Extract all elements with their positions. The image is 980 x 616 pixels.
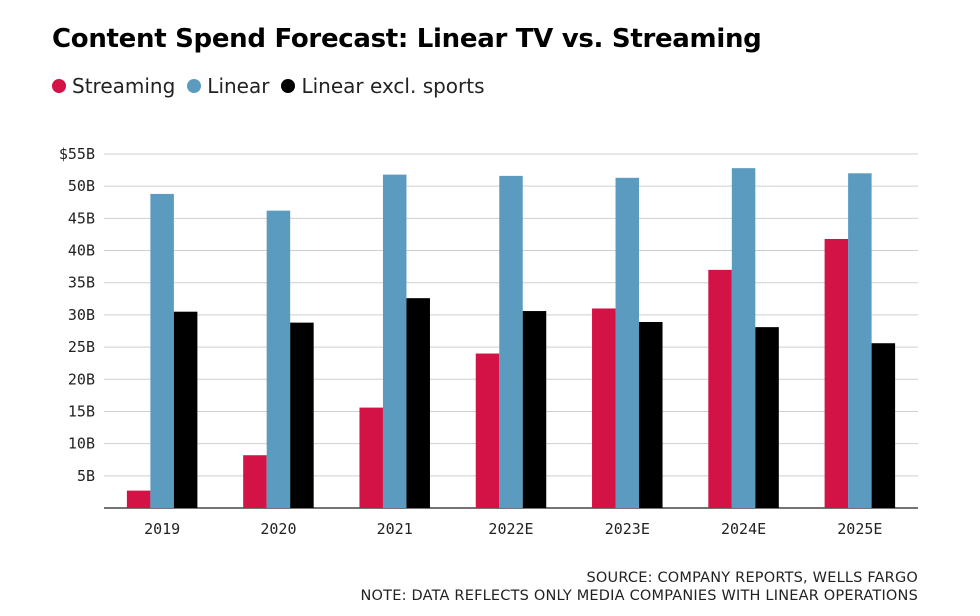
bar-streaming bbox=[708, 269, 732, 508]
bar-streaming bbox=[359, 407, 383, 508]
y-tick-label: 35B bbox=[68, 274, 95, 292]
linear-excl-sports-swatch bbox=[281, 79, 296, 93]
legend-item-streaming: Streaming bbox=[52, 74, 175, 98]
y-tick-label: 5B bbox=[77, 467, 95, 485]
bar-linear bbox=[266, 210, 291, 508]
bar-streaming bbox=[824, 238, 849, 508]
chart-title: Content Spend Forecast: Linear TV vs. St… bbox=[52, 24, 762, 54]
y-tick-label: 45B bbox=[68, 209, 95, 227]
y-tick-label: 40B bbox=[68, 242, 95, 260]
legend-label-streaming: Streaming bbox=[72, 74, 176, 98]
x-tick-label: 2019 bbox=[144, 520, 180, 538]
x-tick-label: 2020 bbox=[260, 520, 296, 538]
bar-linear-excl-sports bbox=[755, 327, 779, 508]
bar-linear bbox=[731, 168, 756, 508]
y-tick-label: 20B bbox=[68, 370, 95, 388]
x-tick-label: 2023E bbox=[605, 520, 650, 538]
legend-label-linear-excl-sports: Linear excl. sports bbox=[301, 74, 485, 98]
legend: Streaming Linear Linear excl. sports bbox=[52, 74, 485, 98]
streaming-swatch bbox=[52, 79, 66, 93]
legend-item-linear-excl-sports: Linear excl. sports bbox=[281, 74, 485, 98]
legend-item-linear: Linear bbox=[187, 74, 269, 98]
bar-linear bbox=[150, 193, 174, 508]
y-tick-label: 50B bbox=[68, 177, 95, 195]
bar-streaming bbox=[475, 353, 500, 508]
bar-linear-excl-sports bbox=[639, 321, 663, 508]
x-tick-label: 2021 bbox=[377, 520, 413, 538]
x-tick-label: 2024E bbox=[721, 520, 766, 538]
y-tick-label: $55B bbox=[59, 145, 95, 163]
bar-linear bbox=[615, 177, 640, 508]
bar-streaming bbox=[126, 490, 151, 508]
y-tick-label: 25B bbox=[68, 338, 95, 356]
bar-linear-excl-sports bbox=[173, 311, 198, 508]
y-tick-label: 10B bbox=[68, 435, 95, 453]
legend-label-linear: Linear bbox=[207, 74, 270, 98]
linear-swatch bbox=[187, 79, 202, 93]
bar-linear-excl-sports bbox=[290, 322, 314, 508]
bar-linear-excl-sports bbox=[871, 343, 896, 508]
source-note: SOURCE: COMPANY REPORTS, WELLS FARGO bbox=[586, 570, 918, 586]
bar-linear bbox=[382, 174, 407, 508]
x-tick-label: 2022E bbox=[488, 520, 533, 538]
bar-linear-excl-sports bbox=[406, 298, 430, 508]
bar-chart: 5B 10B 15B 20B 25B 30B 35B 40B 45B 50B $55B 2019 202… bbox=[59, 145, 918, 538]
y-tick-label: 15B bbox=[68, 402, 95, 420]
x-tick-label: 2025E bbox=[837, 520, 882, 538]
bar-streaming bbox=[243, 455, 267, 508]
bar-linear-excl-sports bbox=[522, 311, 547, 508]
bar-linear bbox=[848, 173, 872, 508]
y-tick-label: 30B bbox=[68, 306, 95, 324]
chart-notes: SOURCE: COMPANY REPORTS, WELLS FARGO NOT… bbox=[361, 569, 919, 605]
bar-linear bbox=[499, 175, 523, 508]
bar-streaming bbox=[592, 308, 616, 508]
data-note: NOTE: DATA REFLECTS ONLY MEDIA COMPANIES… bbox=[360, 588, 918, 604]
